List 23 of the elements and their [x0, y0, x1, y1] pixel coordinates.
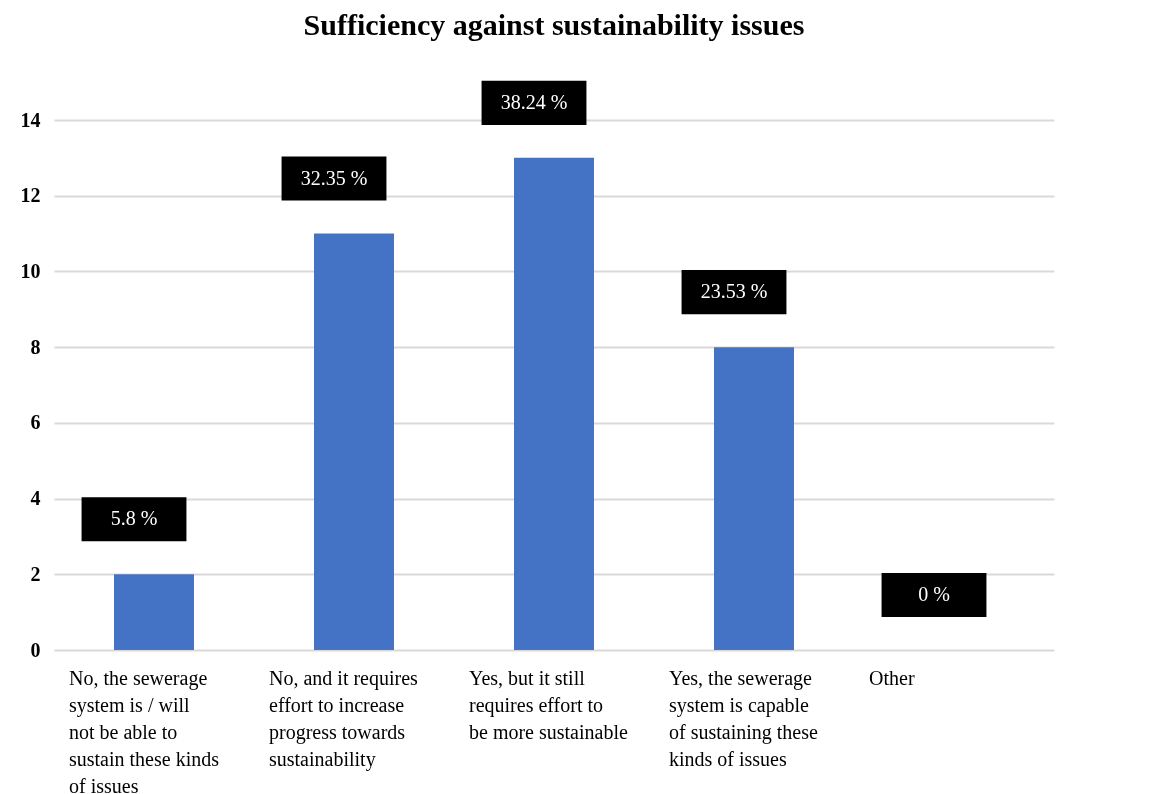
- y-tick-label: 12: [20, 184, 41, 207]
- annotation: 5.8 %: [110, 507, 158, 530]
- annotation: 32.35 %: [300, 166, 368, 189]
- y-tick-label: 6: [30, 411, 41, 434]
- x-tick-label: Other: [869, 666, 915, 689]
- bar: [714, 347, 794, 650]
- x-tick-label: Yes, the sewerage system is capable of sustaining these kinds of issues: [669, 666, 818, 770]
- x-tick-label: No, and it requires effort to increase progress towards sustainability: [269, 666, 419, 771]
- y-tick-label: 10: [20, 259, 41, 282]
- text: 38.24 %: [500, 90, 568, 113]
- bar: [114, 574, 194, 650]
- annotation: 0 %: [918, 583, 950, 605]
- x-tick-label: No, the sewerage system is / will not be able to sustain these kinds of issues: [69, 666, 220, 794]
- bar: [314, 233, 394, 650]
- y-tick-label: 8: [30, 335, 41, 358]
- bar: [514, 157, 594, 650]
- chart-title: Sufficiency against sustainability issues: [303, 7, 805, 41]
- y-tick-label: 2: [30, 562, 41, 585]
- y-tick-label: 14: [20, 108, 41, 131]
- annotation: 23.53 %: [700, 280, 768, 303]
- y-tick-label: 4: [30, 487, 41, 510]
- x-tick-label: Yes, but it still requires effort to be more sustainable: [469, 666, 628, 743]
- y-tick-label: 0: [30, 638, 41, 661]
